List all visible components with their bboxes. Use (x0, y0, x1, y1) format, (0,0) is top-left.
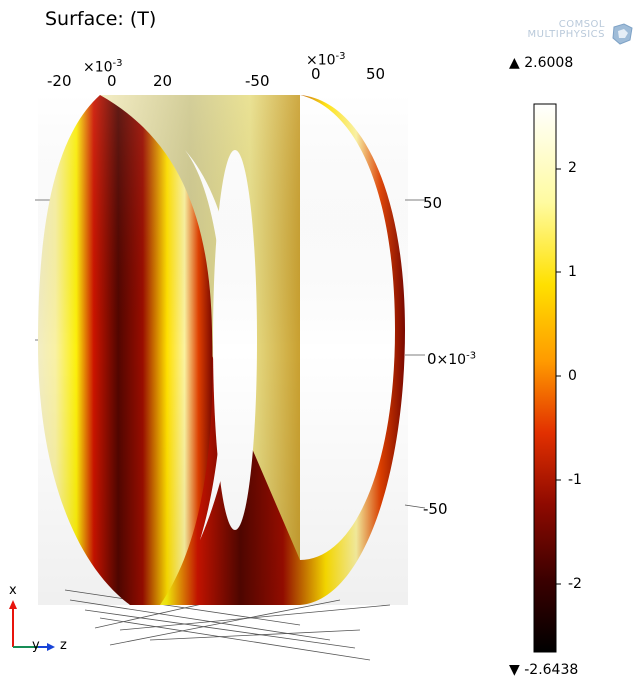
tick-label: 50 (423, 194, 443, 212)
axis-label-y: y (32, 638, 40, 653)
tick-label: 50 (366, 65, 386, 83)
x-exponent-left: ×10-3 (83, 58, 123, 76)
tick-label: -50 (423, 500, 448, 518)
colorbar-max: ▲ 2.6008 (509, 55, 574, 71)
colorbar-tick: 2 (568, 160, 577, 176)
axes-triad (9, 600, 55, 651)
triangle-down-icon: ▼ (509, 662, 520, 678)
colorbar-tick: -1 (568, 472, 582, 488)
tick-label: 20 (153, 72, 173, 90)
comsol-logo: COMSOL MULTIPHYSICS (528, 20, 605, 40)
colorbar (533, 103, 561, 653)
comsol-logo-icon (612, 23, 633, 45)
tick-label: -20 (47, 72, 72, 90)
logo-line-2: MULTIPHYSICS (527, 29, 605, 40)
tick-label: 0 (107, 72, 117, 90)
colorbar-min: ▼ -2.6438 (509, 662, 579, 678)
x-exponent-right: ×10-3 (306, 51, 346, 69)
colorbar-tick: -2 (568, 576, 582, 592)
tick-label: 0×10-3 (427, 350, 477, 368)
tick-label: -50 (245, 72, 270, 90)
plot-title: Surface: (T) (45, 8, 157, 30)
surface-plot (9, 95, 426, 661)
axis-label-x: x (9, 583, 17, 598)
tick-label: 0 (311, 65, 321, 83)
grid-lines (35, 199, 426, 661)
colorbar-tick: 1 (568, 264, 577, 280)
colorbar-tick: 0 (568, 368, 577, 384)
triangle-up-icon: ▲ (509, 55, 520, 71)
logo-line-1: COMSOL (558, 19, 605, 30)
axis-label-z: z (60, 638, 67, 653)
shading-overlay (38, 95, 408, 605)
